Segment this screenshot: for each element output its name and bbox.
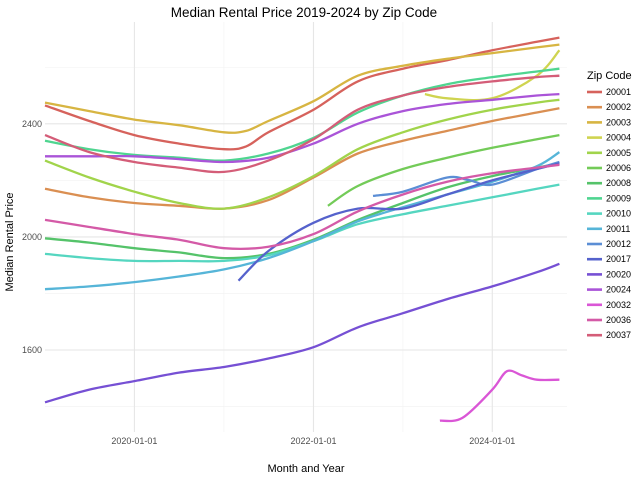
tick-labels: 1600 2000 2400 2020-01-01 2022-01-01 2024-01-… [22,119,515,446]
x-axis-title: Month and Year [267,463,344,475]
x-tick-label: 2024-01-01 [469,436,515,446]
legend-label-20012: 20012 [606,239,631,249]
legend-label-20010: 20010 [606,209,631,219]
x-tick-label: 2020-01-01 [111,436,157,446]
series-line-20037 [44,74,560,174]
legend-label-20032: 20032 [606,300,631,310]
legend-label-20017: 20017 [606,254,631,264]
legend: 20001 20002 20003 20004 20005 20006 20008 20009… [587,87,631,340]
legend-label-20020: 20020 [606,269,631,279]
series-line-20006 [327,133,560,207]
legend-label-20011: 20011 [606,224,630,234]
series-layer [44,36,561,423]
legend-label-20002: 20002 [606,102,631,112]
series-line-20001 [44,36,560,151]
legend-label-20036: 20036 [606,315,631,325]
series-line-20024 [44,92,560,164]
y-tick-label: 2000 [22,232,42,242]
x-tick-label: 2022-01-01 [290,436,336,446]
y-axis-title: Median Rental Price [4,192,16,291]
series-line-20017 [237,162,560,282]
series-line-20011 [44,151,561,291]
y-tick-label: 2400 [22,119,42,129]
series-line-20005 [44,98,560,210]
series-line-20002 [44,107,560,210]
grid [45,22,567,432]
series-line-20003 [44,43,560,134]
series-line-20032 [439,369,560,423]
series-line-20004 [424,49,561,102]
legend-label-20005: 20005 [606,148,631,158]
legend-label-20001: 20001 [606,87,631,97]
legend-title: Zip Code [587,70,632,82]
series-line-20020 [44,262,560,404]
chart-title: Median Rental Price 2019-2024 by Zip Cod… [171,5,437,20]
legend-label-20008: 20008 [606,178,631,188]
legend-label-20037: 20037 [606,330,631,340]
legend-label-20006: 20006 [606,163,631,173]
series-line-20008 [44,162,560,260]
legend-label-20004: 20004 [606,133,631,143]
y-tick-label: 1600 [22,345,42,355]
legend-label-20003: 20003 [606,117,631,127]
legend-label-20024: 20024 [606,285,631,295]
legend-label-20009: 20009 [606,193,631,203]
series-line-20036 [44,163,560,251]
series-line-20009 [44,67,560,162]
